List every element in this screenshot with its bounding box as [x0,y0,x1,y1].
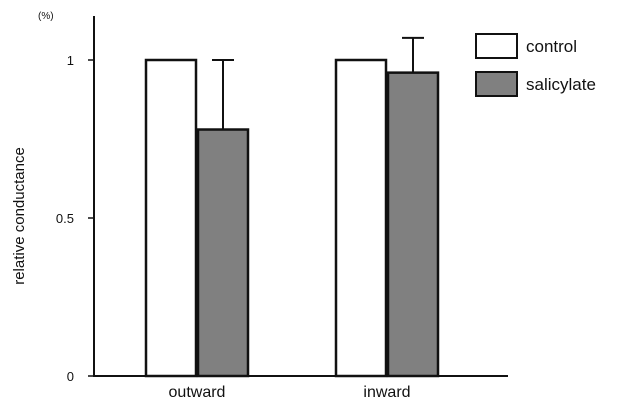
legend-swatch-control [475,33,518,59]
error-bars-layer [212,36,424,130]
y-axis-title: relative conductance [11,147,28,285]
legend: control salicylate [475,33,596,97]
legend-label-salicylate: salicylate [526,75,596,94]
bar-outward-control [144,58,198,378]
legend-swatch-salicylate [475,71,518,97]
x-tick-label-inward: inward [363,384,410,401]
y-tick-label-1: 0.5 [56,211,74,226]
bars-layer [144,58,440,378]
bar-outward-salicylate [196,128,250,378]
bar-inward-control [334,58,388,378]
x-tick-label-outward: outward [169,384,226,401]
y-axis-unit: (%) [38,11,54,22]
legend-label-control: control [526,37,577,56]
x-axis-labels: outward inward [169,384,411,401]
y-tick-label-0: 0 [67,369,74,384]
bar-inward-salicylate [386,71,440,378]
y-axis-ticks: 00.51 [56,53,94,384]
y-tick-label-2: 1 [67,53,74,68]
